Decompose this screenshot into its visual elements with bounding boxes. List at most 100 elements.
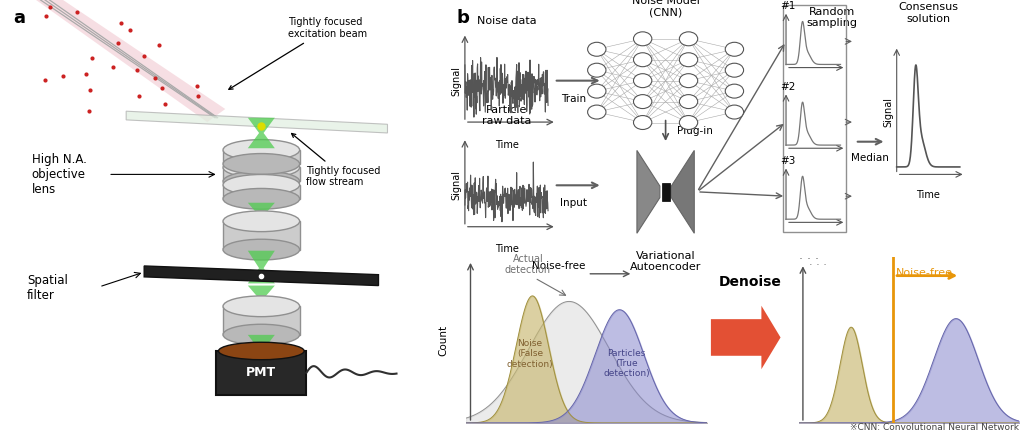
Polygon shape (36, 0, 225, 122)
Point (155, 84, 171, 91)
Point (129, 67, 145, 74)
Text: Spatial
filter: Spatial filter (27, 274, 68, 302)
Circle shape (679, 53, 697, 67)
Text: Plug-in: Plug-in (677, 126, 713, 136)
Circle shape (679, 74, 697, 88)
Circle shape (725, 42, 743, 56)
Point (110, 39, 126, 46)
Text: Median: Median (851, 153, 889, 163)
Text: Consensus
solution: Consensus solution (898, 2, 958, 24)
Ellipse shape (223, 157, 300, 178)
Circle shape (588, 63, 606, 77)
Text: Input: Input (560, 198, 588, 208)
Ellipse shape (218, 342, 304, 360)
Bar (783, 5, 846, 232)
Text: Train: Train (561, 94, 587, 104)
Circle shape (634, 116, 652, 129)
Text: PMT: PMT (246, 366, 276, 379)
FancyBboxPatch shape (216, 351, 306, 395)
Polygon shape (637, 150, 659, 233)
Polygon shape (248, 335, 274, 351)
Circle shape (634, 74, 652, 88)
Text: Denoise: Denoise (719, 275, 781, 289)
Bar (223, 185, 300, 199)
Text: Signal: Signal (883, 97, 893, 127)
Polygon shape (248, 299, 274, 314)
Ellipse shape (223, 153, 300, 174)
Polygon shape (248, 268, 274, 283)
Circle shape (679, 32, 697, 46)
Point (152, 42, 168, 49)
Bar (223, 167, 300, 181)
Text: Random
sampling: Random sampling (806, 7, 857, 28)
Polygon shape (248, 286, 274, 299)
Bar (223, 221, 300, 249)
Circle shape (725, 105, 743, 119)
Bar (223, 150, 300, 164)
Text: Tightly focused
flow stream: Tightly focused flow stream (292, 133, 381, 187)
Circle shape (679, 95, 697, 109)
Ellipse shape (223, 188, 300, 209)
Point (78, 71, 94, 78)
Polygon shape (144, 266, 379, 286)
Circle shape (588, 105, 606, 119)
Ellipse shape (223, 174, 300, 195)
Text: Tightly focused
excitation beam: Tightly focused excitation beam (228, 17, 368, 89)
Circle shape (725, 84, 743, 98)
Ellipse shape (223, 140, 300, 160)
Point (136, 53, 153, 60)
Bar (662, 183, 670, 201)
Point (69, 8, 85, 15)
Polygon shape (126, 111, 387, 133)
Point (189, 82, 206, 89)
Point (157, 100, 173, 107)
Text: Particles
(True
detection): Particles (True detection) (603, 349, 649, 378)
Text: Variational
Autoencoder: Variational Autoencoder (630, 251, 701, 272)
Text: Count: Count (438, 324, 449, 356)
Circle shape (588, 84, 606, 98)
Point (84, 54, 100, 61)
Text: . . .: . . . (809, 257, 826, 266)
Point (113, 19, 129, 26)
Text: Noise
(False
detection): Noise (False detection) (507, 339, 553, 369)
Point (105, 63, 122, 70)
Ellipse shape (223, 171, 300, 192)
Ellipse shape (223, 239, 300, 260)
Text: Time: Time (916, 190, 940, 200)
Circle shape (588, 42, 606, 56)
Text: Signal: Signal (452, 170, 461, 200)
Ellipse shape (223, 296, 300, 317)
Text: Time: Time (495, 140, 518, 150)
Point (122, 27, 138, 34)
Text: Particle
raw data: Particle raw data (481, 105, 531, 126)
Text: #3: #3 (780, 156, 796, 166)
Ellipse shape (223, 211, 300, 232)
Bar (223, 306, 300, 335)
Point (189, 92, 206, 99)
Ellipse shape (223, 324, 300, 345)
Text: Noise Model
(CNN): Noise Model (CNN) (632, 0, 699, 17)
Point (82, 87, 98, 94)
Polygon shape (248, 216, 274, 231)
Circle shape (725, 63, 743, 77)
Circle shape (679, 116, 697, 129)
Text: Signal: Signal (452, 66, 461, 95)
Text: Time: Time (495, 244, 518, 254)
Point (38, 12, 54, 19)
Text: #1: #1 (780, 1, 796, 11)
Circle shape (634, 53, 652, 67)
Point (130, 92, 146, 99)
Polygon shape (672, 150, 694, 233)
FancyArrow shape (711, 306, 780, 369)
Text: . . .: . . . (799, 249, 819, 262)
Text: b: b (457, 9, 469, 27)
Point (41, 3, 57, 10)
Text: High N.A.
objective
lens: High N.A. objective lens (32, 153, 86, 196)
Circle shape (634, 32, 652, 46)
Point (54, 73, 71, 80)
Circle shape (634, 95, 652, 109)
Point (146, 74, 163, 81)
Polygon shape (248, 251, 274, 268)
Point (81, 108, 97, 115)
Text: ※CNN: Convolutional Neural Network: ※CNN: Convolutional Neural Network (850, 422, 1019, 432)
